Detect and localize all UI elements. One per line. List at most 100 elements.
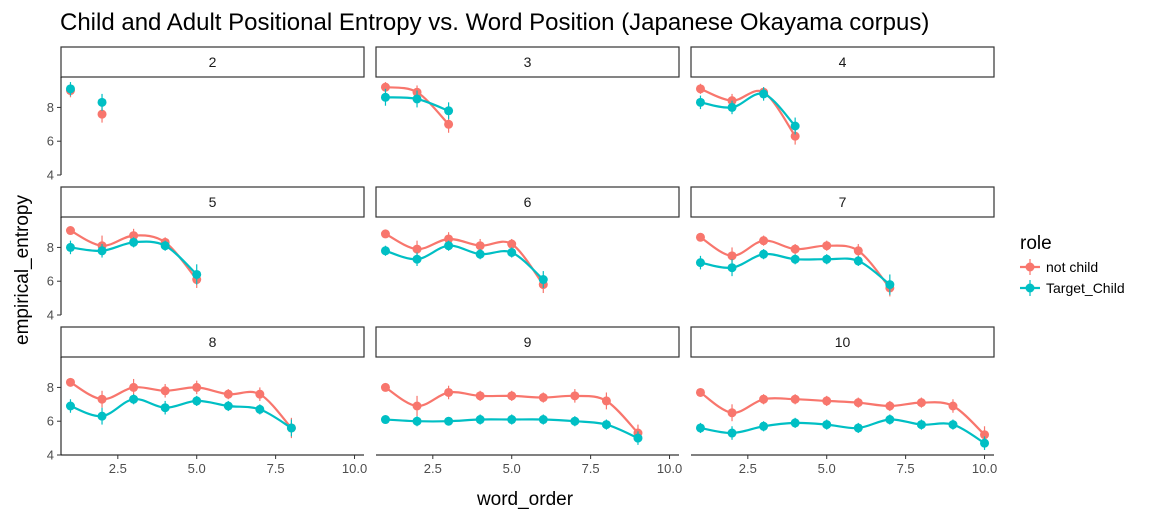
strip-label: 9 [524,334,532,350]
strip-box [375,186,680,218]
trend-line [699,391,986,436]
panel-4: 4 [690,46,995,145]
data-point [822,254,832,264]
data-point [727,102,737,112]
data-point [885,401,895,411]
trend-line [700,418,986,445]
series-target-child [380,414,643,445]
data-point [570,391,580,401]
data-point [790,121,800,131]
strip-box [690,46,995,78]
data-point [538,415,548,425]
data-point [759,249,769,259]
data-point [444,234,454,244]
legend-key-point [1025,283,1035,293]
series-target-child [695,87,800,135]
y-tick-label: 6 [47,134,54,149]
data-point [601,396,611,406]
data-point [507,239,517,249]
data-point [695,423,705,433]
x-tick-label: 7.5 [582,461,600,476]
data-point [129,382,139,392]
data-point [916,420,926,430]
data-point [980,430,990,440]
data-point [727,408,737,418]
y-tick-label: 4 [47,308,54,323]
strip-box [375,46,680,78]
data-point [475,241,485,251]
strip-label: 10 [835,334,851,350]
data-point [97,246,107,256]
data-point [97,394,107,404]
data-point [160,386,170,396]
data-point [727,263,737,273]
strip-box [690,326,995,358]
data-point [444,387,454,397]
strip-box [60,186,365,218]
data-point [129,394,139,404]
data-point [538,393,548,403]
strip-label: 2 [209,54,217,70]
data-point [759,236,769,246]
data-point [412,401,422,411]
data-point [444,106,454,116]
data-point [475,391,485,401]
data-point [853,246,863,256]
panel-7: 7 [690,186,995,297]
data-point [948,420,958,430]
data-point [97,97,107,107]
chart-title: Child and Adult Positional Entropy vs. W… [60,9,929,36]
series-target-child [380,240,548,288]
legend-label: Target_Child [1046,280,1125,296]
data-point [412,416,422,426]
data-point [412,254,422,264]
strip-label: 4 [839,54,847,70]
data-point [570,416,580,426]
series-target-child [65,394,296,437]
data-point [65,377,75,387]
data-point [255,404,265,414]
data-point [853,423,863,433]
legend-entry: Target_Child [1020,280,1125,296]
strip-box [690,186,995,218]
data-point [695,97,705,107]
data-point [380,229,390,239]
data-point [790,254,800,264]
data-point [790,131,800,141]
data-point [65,226,75,236]
data-point [853,256,863,266]
data-point [790,244,800,254]
y-tick-label: 6 [47,414,54,429]
legend-title: role [1020,233,1052,254]
x-tick-label: 7.5 [897,461,915,476]
panel-6: 6 [375,186,680,294]
data-point [759,394,769,404]
legend-label: not child [1046,259,1098,275]
data-point [255,389,265,399]
data-point [507,415,517,425]
data-point [223,401,233,411]
data-point [444,241,454,251]
series-target-child [695,414,990,450]
series-not-child [695,387,990,444]
x-tick-label: 5.0 [503,461,521,476]
data-point [507,391,517,401]
data-point [65,401,75,411]
data-point [65,242,75,252]
data-point [129,231,139,241]
panel-3: 3 [375,46,680,133]
data-point [885,415,895,425]
series-target-child [65,237,202,285]
data-point [160,241,170,251]
x-tick-label: 5.0 [188,461,206,476]
data-point [601,420,611,430]
x-tick-label: 2.5 [739,461,757,476]
data-point [475,249,485,259]
y-tick-label: 8 [47,380,54,395]
data-point [444,119,454,129]
data-point [412,244,422,254]
data-point [695,258,705,268]
data-point [948,401,958,411]
data-point [475,415,485,425]
